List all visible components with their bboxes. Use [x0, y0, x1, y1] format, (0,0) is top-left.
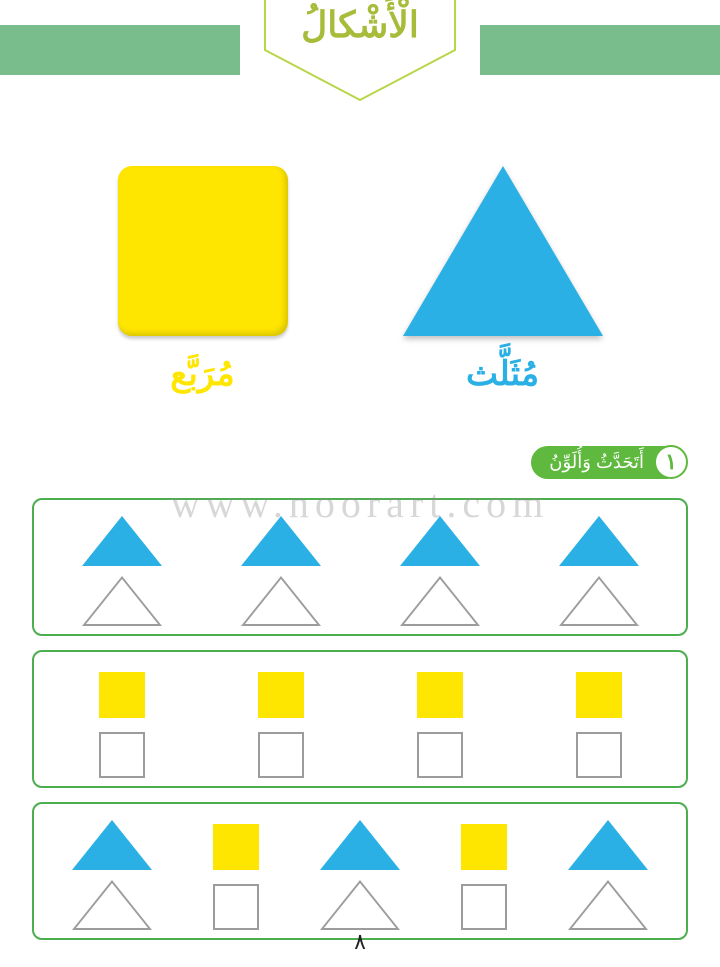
hero-square-block: مُرَبَّع [118, 166, 288, 394]
hero-shapes: مُثَلَّث مُرَبَّع [60, 140, 660, 420]
triangle-outline-icon [82, 576, 162, 626]
row-colored-line [42, 512, 678, 566]
hero-triangle-block: مُثَلَّث [403, 166, 603, 394]
triangle-outline-icon [241, 576, 321, 626]
square-icon [576, 672, 622, 718]
square-outline-icon [417, 732, 463, 778]
square-outline-icon [258, 732, 304, 778]
square-outline-icon [213, 884, 259, 930]
square-icon [99, 672, 145, 718]
square-icon [118, 166, 288, 336]
triangle-icon [320, 820, 400, 870]
activity-number: ١ [654, 445, 688, 479]
exercise-rows [32, 498, 688, 954]
triangle-outline-icon [400, 576, 480, 626]
page-title: الْأَشْكالُ [301, 0, 419, 46]
activity-label: أَتَحَدَّثُ وَأُلَوِّنُ [531, 446, 668, 479]
triangle-outline-icon [559, 576, 639, 626]
exercise-row [32, 650, 688, 788]
square-icon [213, 824, 259, 870]
square-outline-icon [99, 732, 145, 778]
triangle-icon [72, 820, 152, 870]
triangle-icon [400, 516, 480, 566]
triangle-icon [241, 516, 321, 566]
triangle-outline-icon [568, 880, 648, 930]
triangle-icon [559, 516, 639, 566]
square-label: مُرَبَّع [118, 354, 288, 394]
triangle-outline-icon [72, 880, 152, 930]
page-title-wrap: الْأَشْكالُ [0, 0, 720, 46]
square-icon [417, 672, 463, 718]
row-outline-line [42, 876, 678, 930]
exercise-row [32, 802, 688, 940]
page-number: ٨ [0, 929, 720, 955]
triangle-label: مُثَلَّث [403, 354, 603, 394]
square-icon [461, 824, 507, 870]
triangle-outline-icon [320, 880, 400, 930]
triangle-icon [82, 516, 162, 566]
square-icon [258, 672, 304, 718]
exercise-row [32, 498, 688, 636]
activity-pill: ١ أَتَحَدَّثُ وَأُلَوِّنُ [531, 445, 688, 479]
triangle-icon [403, 166, 603, 336]
row-colored-line [42, 816, 678, 870]
row-outline-line [42, 724, 678, 778]
row-outline-line [42, 572, 678, 626]
square-outline-icon [461, 884, 507, 930]
row-colored-line [42, 664, 678, 718]
square-outline-icon [576, 732, 622, 778]
triangle-icon [568, 820, 648, 870]
